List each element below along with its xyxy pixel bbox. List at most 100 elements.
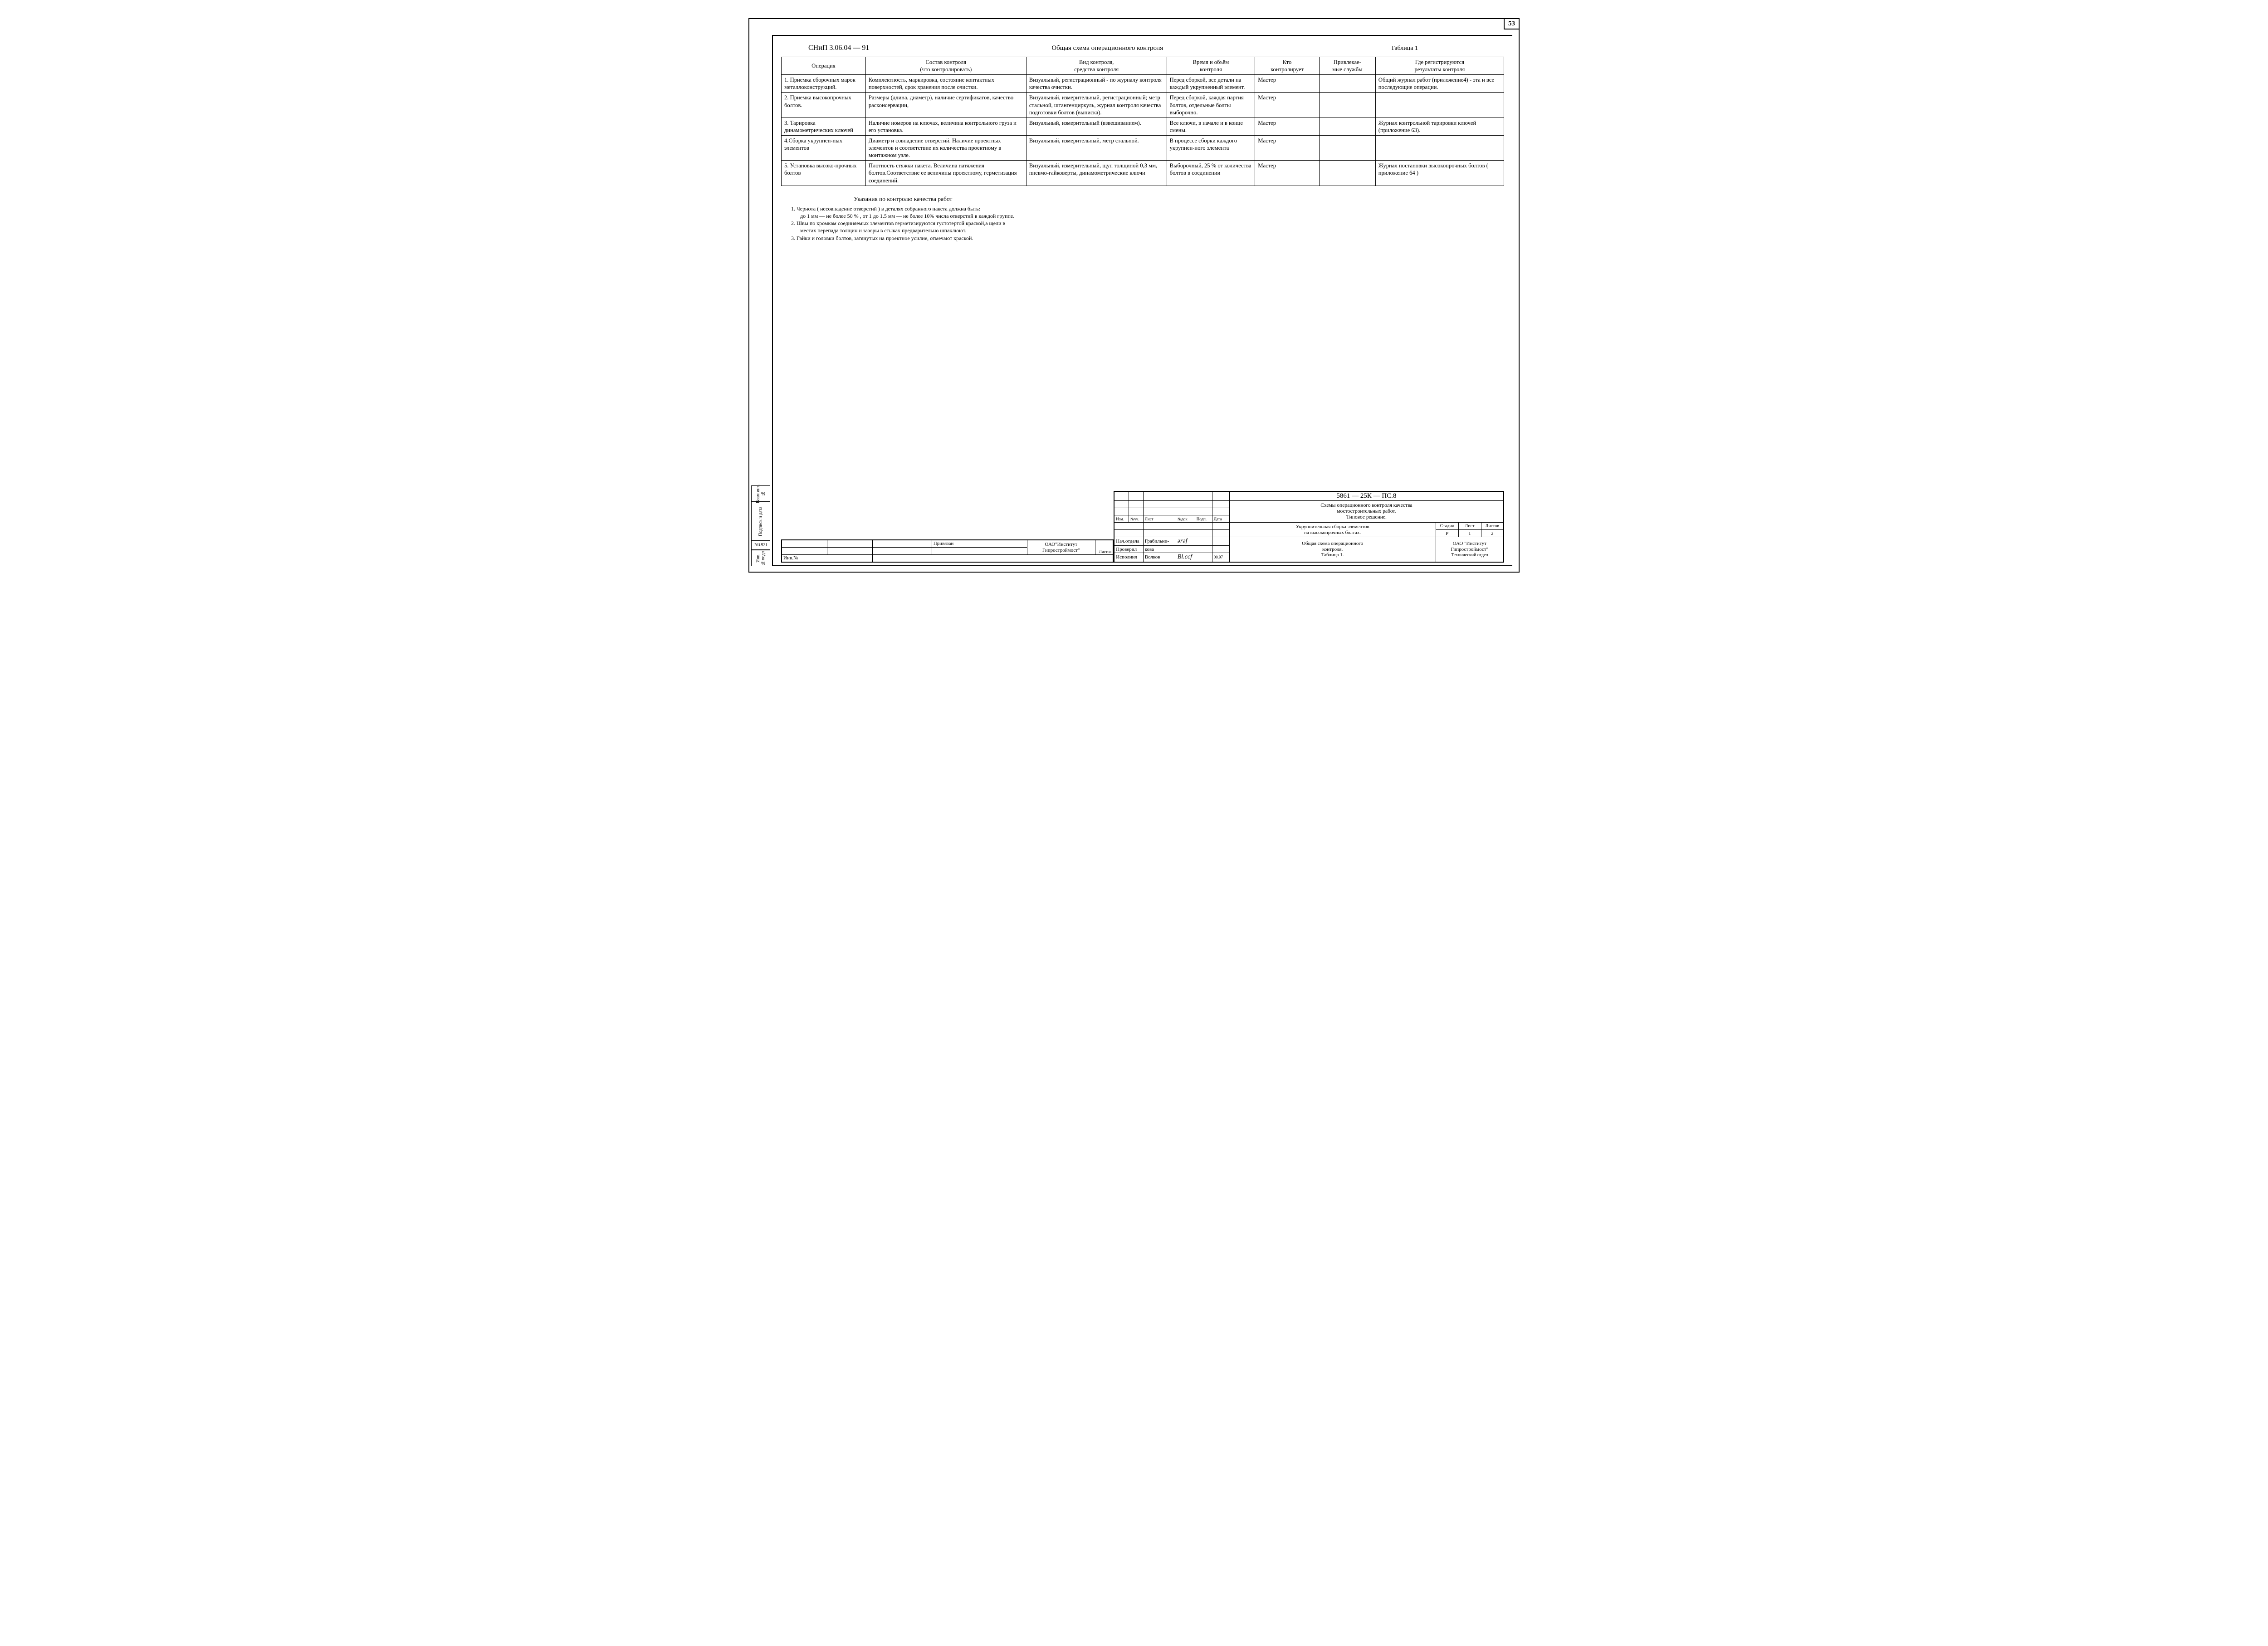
role-name: Волков [1143, 553, 1176, 562]
col-log: Где регистрируются результаты контроля [1375, 57, 1504, 75]
role-date [1212, 537, 1229, 546]
cell: Мастер [1255, 135, 1320, 160]
margin-inv-label: Инв.№подл [751, 550, 770, 566]
cell: Диаметр и совпадение отверстий. Наличие … [865, 135, 1026, 160]
main-table: Операция Состав контроля (что контролиро… [781, 57, 1504, 186]
role-label: Нач.отдела [1114, 537, 1143, 546]
cell: 2. Приемка высокопрочных болтов. [782, 93, 866, 118]
page-number: 53 [1504, 18, 1520, 29]
cell: Мастер [1255, 75, 1320, 93]
cell: Наличие номеров на ключах, величина конт… [865, 118, 1026, 135]
cell [1375, 93, 1504, 118]
content-title-cell: Общая схема операционного контроля. Табл… [1229, 537, 1436, 562]
margin-inv-number: 161821 [751, 541, 770, 550]
doc-number: 5861 — 25К — ПС.8 [1229, 491, 1504, 501]
cell: Визуальный, регистрационный - по журналу… [1026, 75, 1167, 93]
sheets-header: Листов [1481, 523, 1504, 530]
cell: Журнал постановки высокопрочных болтов (… [1375, 161, 1504, 186]
table-row: 1. Приемка сборочных марок металлоконстр… [782, 75, 1504, 93]
role-date [1212, 546, 1229, 553]
cell: Визуальный, измерительный, регистрационн… [1026, 93, 1167, 118]
note-item: 3. Гайки и головки болтов, затянутых на … [786, 235, 1504, 242]
table-row: 4.Сборка укрупнен-ных элементов Диаметр … [782, 135, 1504, 160]
cell: Все ключи, в начале и в конце смены. [1167, 118, 1255, 135]
binding-label: Привязан [932, 540, 1027, 547]
col-scope: Состав контроля (что контролировать) [865, 57, 1026, 75]
sheet-header: Лист [1458, 523, 1481, 530]
cell: Мастер [1255, 118, 1320, 135]
cell [1319, 161, 1375, 186]
sheet-value: 1 [1458, 530, 1481, 537]
org-line: Гипростроймост" [1451, 547, 1488, 552]
table-row: 2. Приемка высокопрочных болтов. Размеры… [782, 93, 1504, 118]
signature: ərəf [1178, 538, 1188, 544]
note-item: 2. Швы по кромкам соединяемых элементов … [786, 220, 1504, 234]
cell [1319, 93, 1375, 118]
cell: 3. Тарировка динамометрических ключей [782, 118, 866, 135]
col-services: Привлекае- мые службы [1319, 57, 1375, 75]
cell [1375, 135, 1504, 160]
doc-desc-line: Типовое решение. [1346, 514, 1387, 520]
title-block: Привязан ОАО"Институт Гипростроймост" Ли… [781, 491, 1504, 562]
content-title-line: Общая схема операционного [1302, 541, 1363, 546]
page-frame: 53 Инв.№подл 161821 Подпись и дата Взам.… [748, 18, 1520, 573]
inner-frame: СНиП 3.06.04 — 91 Общая схема операционн… [772, 35, 1512, 566]
cell: Визуальный, измерительный, щуп толщиной … [1026, 161, 1167, 186]
org-line: ОАО "Институт [1453, 541, 1486, 546]
org-line: Гипростроймост" [1042, 548, 1080, 553]
hdr-podp: Подп. [1195, 515, 1212, 523]
table-row: 3. Тарировка динамометрических ключей На… [782, 118, 1504, 135]
hdr-ndok: №док [1176, 515, 1195, 523]
inv-number-label: Инв.№ [782, 554, 873, 562]
col-method: Вид контроля, средства контроля [1026, 57, 1167, 75]
doc-description: Схемы операционного контроля качества мо… [1229, 501, 1504, 523]
cell: Визуальный, измерительный, метр стальной… [1026, 135, 1167, 160]
hdr-nuch: №уч. [1129, 515, 1143, 523]
left-stamp: Привязан ОАО"Институт Гипростроймост" Ли… [781, 539, 1114, 562]
binding-margin-strip: Инв.№подл 161821 Подпись и дата Взам.инв… [751, 485, 770, 566]
cell: Выборочный, 25 % от количества болтов в … [1167, 161, 1255, 186]
cell [1319, 135, 1375, 160]
content-title-line: Таблица 1. [1321, 552, 1344, 558]
org-cell: ОАО"Институт Гипростроймост" [1027, 540, 1095, 554]
cell: Журнал контрольной тарировки ключей (при… [1375, 118, 1504, 135]
cell: 1. Приемка сборочных марок металлоконстр… [782, 75, 866, 93]
cell: Мастер [1255, 161, 1320, 186]
hdr-izm: Изм. [1114, 515, 1129, 523]
right-stamp: 5861 — 25К — ПС.8 Схемы операционного ко… [1114, 491, 1504, 562]
table-row: 5. Установка высоко-прочных болтов Плотн… [782, 161, 1504, 186]
stage-header: Стадия [1436, 523, 1458, 530]
col-operation: Операция [782, 57, 866, 75]
cell: 4.Сборка укрупнен-ных элементов [782, 135, 866, 160]
table-label: Таблица 1 [1391, 45, 1418, 52]
main-title: Общая схема операционного контроля [824, 44, 1391, 52]
subject-line: на высокопрочных болтах. [1304, 530, 1361, 535]
role-name: Грабильни- [1143, 537, 1176, 546]
content-title-line: контроля. [1322, 547, 1343, 552]
cell: Плотность стяжки пакета. Величина натяже… [865, 161, 1026, 186]
role-name: кова [1143, 546, 1176, 553]
role-date: 00.97 [1212, 553, 1229, 562]
organization-cell: ОАО "Институт Гипростроймост" Технически… [1436, 537, 1504, 562]
cell: 5. Установка высоко-прочных болтов [782, 161, 866, 186]
cell: Комплектность, маркировка, состояние кон… [865, 75, 1026, 93]
sheets-value: 2 [1481, 530, 1504, 537]
cell [1319, 75, 1375, 93]
margin-inv-replace: Взам.инв.№ [751, 485, 770, 502]
col-time: Время и объём контроля [1167, 57, 1255, 75]
role-label: Проверил [1114, 546, 1143, 553]
cell: Размеры (длина, диаметр), наличие сертиф… [865, 93, 1026, 118]
cell: В процессе сборки каждого укрупнен-ного … [1167, 135, 1255, 160]
sheets-count-label: Листов [1095, 540, 1113, 554]
note-item: 1. Чернота ( несовпадение отверстий ) в … [786, 205, 1504, 220]
table-body: 1. Приемка сборочных марок металлоконстр… [782, 75, 1504, 186]
doc-desc-line: мостостроительных работ. [1337, 509, 1396, 514]
cell: Мастер [1255, 93, 1320, 118]
cell: Визуальный, измерительный (взвешиванием)… [1026, 118, 1167, 135]
org-line: ОАО"Институт [1045, 542, 1077, 547]
hdr-list: Лист [1143, 515, 1176, 523]
col-who: Кто контролирует [1255, 57, 1320, 75]
role-sig [1176, 546, 1212, 553]
org-line: Технический отдел [1451, 553, 1488, 558]
subject-line: Укрупнительная сборка элементов [1296, 524, 1369, 529]
